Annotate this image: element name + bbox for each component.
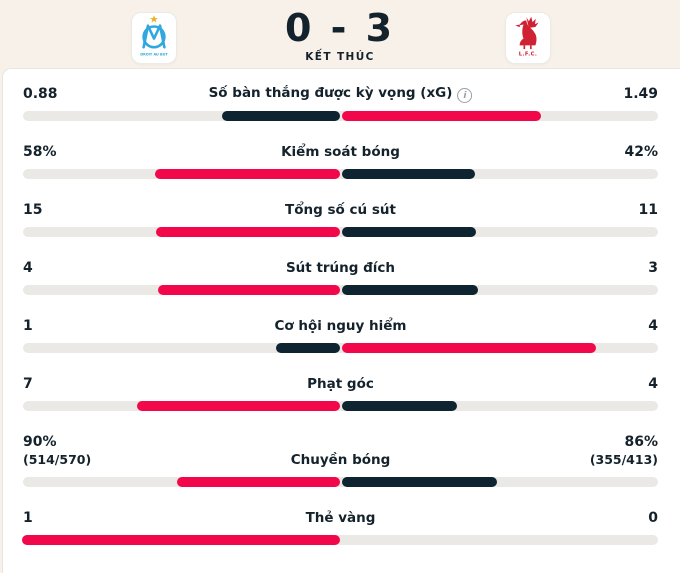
home-value: 58%: [23, 144, 57, 160]
away-bar-segment: [341, 169, 475, 179]
stat-row: 1 Thẻ vàngi 0: [22, 509, 658, 545]
stat-bar-track: [23, 285, 658, 295]
away-value: 86% (355/413): [589, 434, 658, 467]
away-value: 11: [638, 202, 658, 218]
stat-row: 58% Kiểm soát bóngi 42%: [23, 143, 658, 179]
home-bar-segment: [221, 111, 340, 121]
stat-row: 0.88 Số bàn thắng được kỳ vọng (xG) i 1.4…: [23, 85, 658, 121]
away-value: 0: [648, 510, 658, 526]
away-bar-segment: [341, 343, 596, 353]
stat-row: 1 Cơ hội nguy hiểmi 4: [23, 317, 658, 353]
home-value: 7: [23, 376, 33, 392]
stat-row: 90% (514/570) Chuyền bóngi 86% (355/413): [23, 433, 658, 487]
home-value: 0.88: [23, 86, 58, 102]
home-value: 15: [23, 202, 43, 218]
stat-label: Phạt góci: [307, 376, 374, 392]
stats-panel: 0.88 Số bàn thắng được kỳ vọng (xG) i 1.4…: [2, 68, 680, 573]
away-bar-segment: [341, 285, 478, 295]
away-value: 1.49: [623, 86, 658, 102]
home-value: 1: [23, 318, 33, 334]
stat-bar-track: [23, 401, 658, 411]
away-value: 4: [648, 318, 658, 334]
liverpool-crest-icon: L.F.C.: [510, 14, 546, 62]
stat-row: 15 Tổng số cú súti 11: [23, 201, 658, 237]
stat-label: Thẻ vàngi: [305, 510, 376, 526]
stat-label: Số bàn thắng được kỳ vọng (xG) i: [209, 84, 473, 103]
away-sub-value: (355/413): [589, 452, 658, 467]
away-value: 3: [648, 260, 658, 276]
away-value: 42%: [624, 144, 658, 160]
home-bar-segment: [137, 401, 340, 411]
match-header: DROIT AU BUT 0 - 3 KẾT THÚC L.F.C.: [0, 0, 680, 68]
info-icon[interactable]: i: [457, 88, 473, 103]
stat-bar-track: [23, 227, 658, 237]
away-bar-segment: [341, 401, 457, 411]
home-team-logo-card[interactable]: DROIT AU BUT: [131, 12, 177, 64]
home-bar-segment: [155, 169, 340, 179]
stat-bar-track: [23, 343, 658, 353]
stat-label: Cơ hội nguy hiểmi: [274, 318, 407, 334]
om-crest-icon: DROIT AU BUT: [135, 14, 173, 62]
stat-row: 4 Sút trúng đíchi 3: [23, 259, 658, 295]
away-bar-segment: [341, 477, 497, 487]
stat-bar-track: [22, 535, 658, 545]
stat-bar-track: [23, 111, 658, 121]
home-value: 1: [23, 510, 33, 526]
away-bar-segment: [341, 227, 476, 237]
away-value: 4: [648, 376, 658, 392]
home-sub-value: (514/570): [23, 452, 92, 467]
match-score: 0 - 3: [284, 6, 396, 50]
away-bar-segment: [341, 111, 542, 121]
svg-text:L.F.C.: L.F.C.: [519, 52, 538, 58]
home-bar-segment: [177, 477, 340, 487]
home-value: 90% (514/570): [23, 434, 92, 467]
home-bar-segment: [276, 343, 340, 353]
stat-label: Chuyền bóngi: [290, 452, 391, 468]
home-bar-segment: [156, 227, 340, 237]
stat-label: Kiểm soát bóngi: [281, 144, 400, 160]
home-value: 4: [23, 260, 33, 276]
stat-bar-track: [23, 169, 658, 179]
svg-text:DROIT AU BUT: DROIT AU BUT: [140, 52, 168, 56]
stat-label: Tổng số cú súti: [285, 202, 396, 218]
home-bar-segment: [22, 535, 340, 545]
away-team-logo-card[interactable]: L.F.C.: [505, 12, 551, 64]
home-bar-segment: [158, 285, 340, 295]
stat-row: 7 Phạt góci 4: [23, 375, 658, 411]
stat-label: Sút trúng đíchi: [285, 260, 396, 276]
match-status: KẾT THÚC: [305, 51, 375, 63]
stat-bar-track: [23, 477, 658, 487]
